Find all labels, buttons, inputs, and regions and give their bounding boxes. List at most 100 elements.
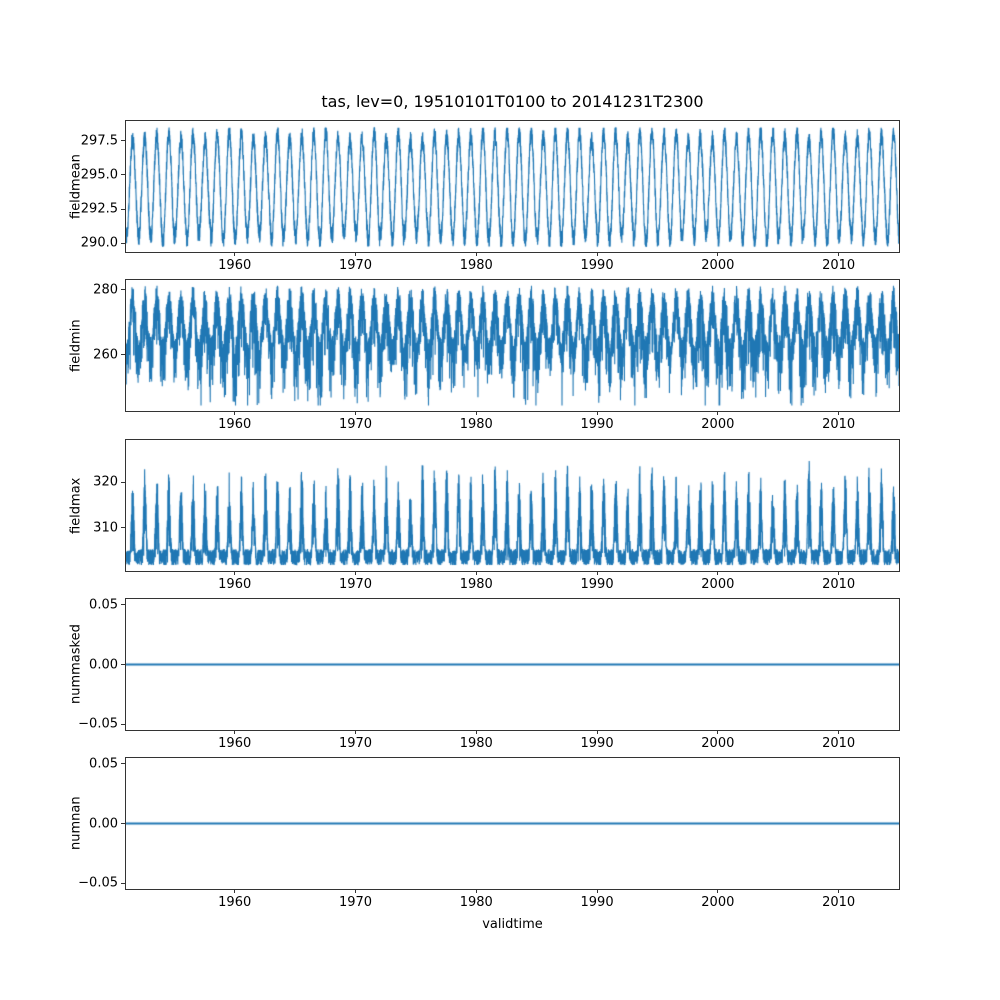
x-tick-mark (838, 411, 840, 415)
x-tick-label: 1970 (338, 417, 373, 432)
x-tick-mark (234, 889, 236, 893)
fieldmean-series-canvas (126, 121, 899, 252)
x-tick-mark (234, 252, 236, 256)
x-tick-mark (354, 252, 356, 256)
x-tick-label: 2000 (701, 736, 735, 751)
y-tick-label: 292.5 (80, 201, 118, 217)
y-tick-mark (121, 882, 125, 884)
x-tick-label: 2010 (822, 417, 856, 432)
x-tick-mark (234, 411, 236, 415)
x-tick-label: 1980 (459, 577, 493, 592)
y-tick-mark (121, 208, 125, 210)
y-tick-mark (121, 723, 125, 725)
y-tick-label: 290.0 (80, 235, 118, 251)
x-tick-mark (354, 730, 356, 734)
x-tick-label: 1990 (580, 577, 614, 592)
subplot-fieldmean: fieldmean 290.0 292.5 295.0 297.5 1960 1970 19… (69, 120, 900, 273)
y-tick-label: 297.5 (80, 133, 118, 149)
x-tick-mark (838, 730, 840, 734)
x-tick-mark (234, 730, 236, 734)
x-tick-label: 1980 (459, 895, 493, 910)
x-tick-label: 1990 (580, 417, 614, 432)
x-tick-mark (596, 571, 598, 575)
x-tick-label: 1980 (459, 736, 493, 751)
x-tick-label: 1990 (580, 258, 614, 273)
y-tick-mark (121, 664, 125, 665)
x-tick-label: 2000 (701, 895, 735, 910)
y-tick-mark (121, 527, 125, 529)
x-tick-mark (717, 730, 719, 734)
x-tick-mark (838, 571, 840, 575)
x-tick-label: 1960 (218, 577, 252, 592)
numnan-series-canvas (126, 758, 899, 889)
x-tick-label: 1980 (459, 258, 493, 273)
x-tick-mark (354, 411, 356, 415)
y-tick-label: 0.00 (89, 816, 118, 831)
x-tick-label: 2000 (701, 577, 735, 592)
x-tick-label: 1990 (580, 736, 614, 751)
x-tick-mark (596, 411, 598, 415)
subplot-numnan: numnan −0.05 0.00 0.05 1960 1970 1980 1990 2000… (69, 756, 900, 910)
x-tick-mark (475, 252, 477, 256)
x-tick-label: 1990 (580, 895, 614, 910)
x-axis-label: validtime (482, 917, 543, 932)
x-tick-label: 2000 (701, 258, 735, 273)
x-tick-mark (717, 252, 719, 256)
x-tick-mark (717, 571, 719, 575)
x-tick-label: 1980 (459, 417, 493, 432)
subplot-fieldmax: fieldmax 310 320 1960 1970 1980 1990 2000 2010 (69, 439, 900, 592)
numnan-ylabel: numnan (68, 796, 84, 851)
y-tick-mark (121, 354, 125, 356)
y-tick-mark (121, 823, 125, 824)
x-tick-mark (838, 889, 840, 893)
x-tick-label: 2010 (822, 895, 856, 910)
x-tick-mark (838, 252, 840, 256)
x-tick-label: 2000 (701, 417, 735, 432)
y-tick-label: 0.05 (89, 756, 118, 772)
figure-title: tas, lev=0, 19510101T0100 to 20141231T23… (321, 92, 704, 111)
x-tick-label: 1960 (218, 895, 252, 910)
y-tick-label: 295.0 (80, 167, 118, 183)
x-tick-label: 1970 (338, 577, 373, 592)
x-tick-mark (596, 889, 598, 893)
x-tick-mark (475, 730, 477, 734)
x-tick-label: 1960 (218, 736, 252, 751)
x-tick-mark (234, 571, 236, 575)
x-tick-mark (354, 889, 356, 893)
y-tick-mark (121, 763, 125, 765)
x-tick-label: 1960 (218, 258, 252, 273)
x-tick-mark (354, 571, 356, 575)
nummasked-series-canvas (126, 599, 899, 730)
x-tick-mark (475, 571, 477, 575)
y-tick-label: −0.05 (78, 716, 118, 732)
x-tick-mark (475, 411, 477, 415)
fieldmax-ylabel: fieldmax (68, 477, 84, 534)
x-tick-mark (596, 730, 598, 734)
subplot-nummasked: nummasked −0.05 0.00 0.05 1960 1970 1980 1990 2… (69, 597, 900, 751)
x-tick-label: 1970 (338, 258, 373, 273)
subplot-fieldmin: fieldmin 260 280 1960 1970 1980 1990 2000 2010 (69, 279, 900, 432)
y-tick-label: 320 (93, 474, 118, 490)
y-tick-mark (121, 242, 125, 244)
y-tick-label: 310 (93, 520, 118, 536)
x-tick-mark (717, 889, 719, 893)
y-tick-mark (121, 604, 125, 606)
x-tick-mark (596, 252, 598, 256)
y-tick-mark (121, 481, 125, 483)
x-tick-label: 1970 (338, 736, 373, 751)
x-tick-label: 1970 (338, 895, 373, 910)
x-tick-label: 2010 (822, 736, 856, 751)
nummasked-ylabel: nummasked (68, 624, 84, 705)
fieldmax-series-canvas (126, 440, 899, 571)
y-tick-label: −0.05 (78, 875, 118, 891)
y-tick-mark (121, 174, 125, 176)
y-tick-mark (121, 289, 125, 291)
y-tick-label: 260 (93, 347, 118, 363)
y-tick-label: 0.00 (89, 657, 118, 672)
y-tick-label: 280 (93, 282, 118, 298)
x-tick-mark (717, 411, 719, 415)
x-tick-label: 2010 (822, 258, 856, 273)
fieldmin-series-canvas (126, 280, 899, 411)
fieldmin-ylabel: fieldmin (68, 319, 84, 372)
